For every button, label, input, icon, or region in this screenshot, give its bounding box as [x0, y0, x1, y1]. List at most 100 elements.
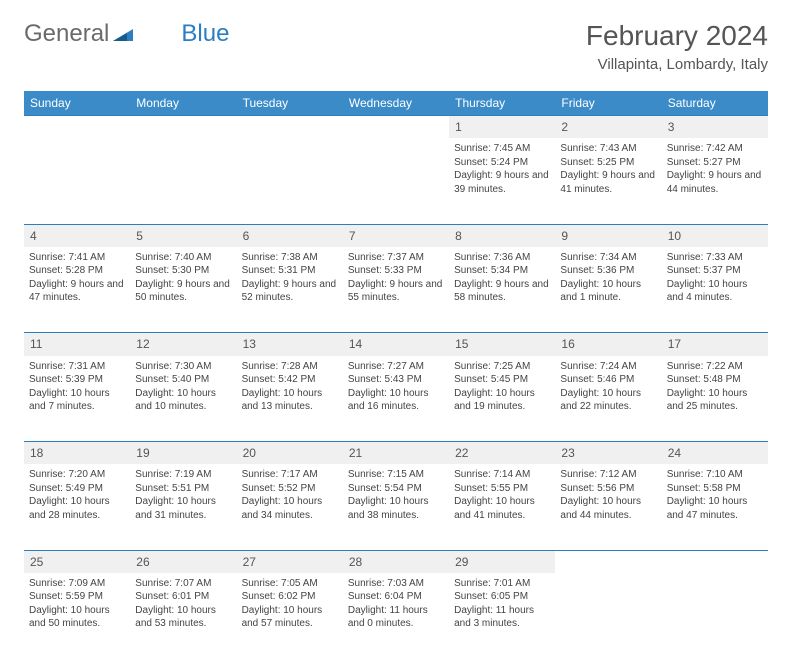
sunset-text: Sunset: 5:34 PM	[454, 264, 550, 278]
sunrise-text: Sunrise: 7:24 AM	[560, 360, 656, 374]
day-number-cell	[24, 116, 130, 139]
sunset-text: Sunset: 5:59 PM	[29, 590, 125, 604]
sunset-text: Sunset: 5:28 PM	[29, 264, 125, 278]
day-number-cell	[130, 116, 236, 139]
day-number-cell: 8	[449, 224, 555, 247]
day-info-cell: Sunrise: 7:31 AMSunset: 5:39 PMDaylight:…	[24, 356, 130, 442]
day-info-cell: Sunrise: 7:28 AMSunset: 5:42 PMDaylight:…	[237, 356, 343, 442]
sunrise-text: Sunrise: 7:34 AM	[560, 251, 656, 265]
day-info-cell: Sunrise: 7:41 AMSunset: 5:28 PMDaylight:…	[24, 247, 130, 333]
daylight-text: Daylight: 9 hours and 55 minutes.	[348, 278, 444, 305]
day-number-cell: 3	[662, 116, 768, 139]
sunset-text: Sunset: 6:01 PM	[135, 590, 231, 604]
day-number-cell: 18	[24, 442, 130, 465]
sunrise-text: Sunrise: 7:27 AM	[348, 360, 444, 374]
sunrise-text: Sunrise: 7:05 AM	[242, 577, 338, 591]
sunset-text: Sunset: 5:36 PM	[560, 264, 656, 278]
sunrise-text: Sunrise: 7:41 AM	[29, 251, 125, 265]
sunrise-text: Sunrise: 7:19 AM	[135, 468, 231, 482]
sunrise-text: Sunrise: 7:28 AM	[242, 360, 338, 374]
logo-text-2: Blue	[181, 20, 229, 48]
day-number-cell: 1	[449, 116, 555, 139]
sunrise-text: Sunrise: 7:33 AM	[667, 251, 763, 265]
sunset-text: Sunset: 5:45 PM	[454, 373, 550, 387]
day-info-cell: Sunrise: 7:19 AMSunset: 5:51 PMDaylight:…	[130, 464, 236, 550]
day-info-cell	[24, 138, 130, 224]
day-info-cell: Sunrise: 7:14 AMSunset: 5:55 PMDaylight:…	[449, 464, 555, 550]
day-number-cell: 20	[237, 442, 343, 465]
daylight-text: Daylight: 9 hours and 47 minutes.	[29, 278, 125, 305]
sunset-text: Sunset: 5:30 PM	[135, 264, 231, 278]
daylight-text: Daylight: 10 hours and 28 minutes.	[29, 495, 125, 522]
daylight-text: Daylight: 9 hours and 50 minutes.	[135, 278, 231, 305]
day-info-cell: Sunrise: 7:38 AMSunset: 5:31 PMDaylight:…	[237, 247, 343, 333]
sunset-text: Sunset: 5:42 PM	[242, 373, 338, 387]
week-info-row: Sunrise: 7:45 AMSunset: 5:24 PMDaylight:…	[24, 138, 768, 224]
day-header-row: SundayMondayTuesdayWednesdayThursdayFrid…	[24, 91, 768, 116]
sunset-text: Sunset: 5:25 PM	[560, 156, 656, 170]
day-info-cell: Sunrise: 7:05 AMSunset: 6:02 PMDaylight:…	[237, 573, 343, 659]
day-number-cell: 21	[343, 442, 449, 465]
sunrise-text: Sunrise: 7:22 AM	[667, 360, 763, 374]
sunset-text: Sunset: 5:55 PM	[454, 482, 550, 496]
sunset-text: Sunset: 6:05 PM	[454, 590, 550, 604]
daylight-text: Daylight: 11 hours and 3 minutes.	[454, 604, 550, 631]
daylight-text: Daylight: 10 hours and 16 minutes.	[348, 387, 444, 414]
daylight-text: Daylight: 10 hours and 53 minutes.	[135, 604, 231, 631]
day-number-cell	[662, 550, 768, 573]
sunrise-text: Sunrise: 7:03 AM	[348, 577, 444, 591]
day-info-cell: Sunrise: 7:45 AMSunset: 5:24 PMDaylight:…	[449, 138, 555, 224]
week-info-row: Sunrise: 7:09 AMSunset: 5:59 PMDaylight:…	[24, 573, 768, 659]
day-header: Friday	[555, 91, 661, 116]
sunset-text: Sunset: 5:56 PM	[560, 482, 656, 496]
day-number-cell: 29	[449, 550, 555, 573]
day-info-cell	[343, 138, 449, 224]
day-number-cell: 4	[24, 224, 130, 247]
sunset-text: Sunset: 5:51 PM	[135, 482, 231, 496]
daylight-text: Daylight: 10 hours and 25 minutes.	[667, 387, 763, 414]
logo: GeneralBlue	[24, 20, 229, 48]
day-number-cell	[343, 116, 449, 139]
sunset-text: Sunset: 5:31 PM	[242, 264, 338, 278]
day-number-cell: 6	[237, 224, 343, 247]
day-number-cell: 27	[237, 550, 343, 573]
daylight-text: Daylight: 10 hours and 7 minutes.	[29, 387, 125, 414]
sunset-text: Sunset: 5:39 PM	[29, 373, 125, 387]
calendar-table: SundayMondayTuesdayWednesdayThursdayFrid…	[24, 91, 768, 659]
sunrise-text: Sunrise: 7:14 AM	[454, 468, 550, 482]
day-number-cell: 13	[237, 333, 343, 356]
sunset-text: Sunset: 5:48 PM	[667, 373, 763, 387]
sunrise-text: Sunrise: 7:37 AM	[348, 251, 444, 265]
day-header: Wednesday	[343, 91, 449, 116]
day-info-cell: Sunrise: 7:43 AMSunset: 5:25 PMDaylight:…	[555, 138, 661, 224]
sunrise-text: Sunrise: 7:42 AM	[667, 142, 763, 156]
daylight-text: Daylight: 10 hours and 41 minutes.	[454, 495, 550, 522]
day-number-cell: 28	[343, 550, 449, 573]
daylight-text: Daylight: 10 hours and 38 minutes.	[348, 495, 444, 522]
daylight-text: Daylight: 10 hours and 44 minutes.	[560, 495, 656, 522]
day-info-cell	[130, 138, 236, 224]
week-info-row: Sunrise: 7:41 AMSunset: 5:28 PMDaylight:…	[24, 247, 768, 333]
day-number-cell: 23	[555, 442, 661, 465]
sunset-text: Sunset: 5:52 PM	[242, 482, 338, 496]
sunrise-text: Sunrise: 7:15 AM	[348, 468, 444, 482]
day-info-cell: Sunrise: 7:42 AMSunset: 5:27 PMDaylight:…	[662, 138, 768, 224]
sunrise-text: Sunrise: 7:31 AM	[29, 360, 125, 374]
day-info-cell: Sunrise: 7:24 AMSunset: 5:46 PMDaylight:…	[555, 356, 661, 442]
sunrise-text: Sunrise: 7:45 AM	[454, 142, 550, 156]
daynum-row: 2526272829	[24, 550, 768, 573]
logo-triangle-icon	[113, 20, 133, 48]
sunrise-text: Sunrise: 7:01 AM	[454, 577, 550, 591]
daynum-row: 123	[24, 116, 768, 139]
sunrise-text: Sunrise: 7:38 AM	[242, 251, 338, 265]
day-number-cell: 24	[662, 442, 768, 465]
sunrise-text: Sunrise: 7:43 AM	[560, 142, 656, 156]
daylight-text: Daylight: 10 hours and 22 minutes.	[560, 387, 656, 414]
daynum-row: 45678910	[24, 224, 768, 247]
day-info-cell: Sunrise: 7:09 AMSunset: 5:59 PMDaylight:…	[24, 573, 130, 659]
daylight-text: Daylight: 10 hours and 47 minutes.	[667, 495, 763, 522]
daylight-text: Daylight: 9 hours and 52 minutes.	[242, 278, 338, 305]
day-number-cell: 19	[130, 442, 236, 465]
day-info-cell: Sunrise: 7:40 AMSunset: 5:30 PMDaylight:…	[130, 247, 236, 333]
day-number-cell: 22	[449, 442, 555, 465]
